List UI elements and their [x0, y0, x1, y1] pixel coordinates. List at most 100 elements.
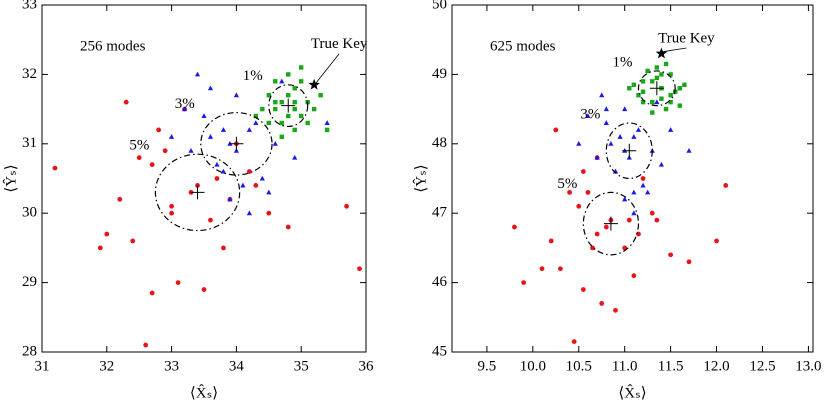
point: [220, 168, 227, 174]
y-axis-label: ⟨Ŷₛ⟩: [2, 164, 19, 192]
confidence-ellipse: [268, 84, 309, 128]
point: [246, 210, 252, 216]
y-tick-label: 33: [22, 0, 37, 12]
point: [292, 86, 297, 91]
point: [594, 231, 600, 237]
point: [668, 252, 674, 258]
y-tick-label: 29: [22, 274, 37, 290]
point: [169, 203, 175, 209]
point: [608, 141, 614, 146]
point: [149, 290, 155, 296]
annotation: 625 modes: [490, 38, 556, 54]
y-tick-label: 45: [432, 343, 447, 359]
point: [162, 148, 168, 154]
point: [285, 224, 291, 230]
x-tick-label: 36: [359, 358, 375, 374]
y-axis-label: ⟨Ŷₛ⟩: [412, 164, 429, 192]
point: [286, 93, 291, 98]
point: [246, 127, 252, 132]
point: [650, 99, 655, 105]
point: [117, 196, 123, 202]
point: [654, 75, 660, 81]
point: [654, 99, 660, 105]
point: [299, 113, 304, 119]
y-tick-label: 30: [22, 205, 37, 221]
point: [659, 72, 664, 77]
point: [324, 120, 330, 125]
point: [659, 96, 664, 101]
point: [292, 127, 297, 133]
point: [357, 266, 362, 272]
point: [677, 86, 683, 91]
confidence-ellipse: [637, 70, 676, 107]
point: [299, 79, 304, 84]
point: [617, 134, 623, 139]
y-tick-label: 50: [432, 0, 447, 12]
point: [567, 189, 572, 195]
x-tick-label: 10.0: [520, 358, 546, 374]
point: [668, 72, 673, 77]
point: [622, 106, 628, 112]
point: [631, 210, 637, 216]
point: [521, 280, 527, 285]
x-tick-label: 11.0: [612, 358, 638, 374]
x-tick-label: 31: [35, 358, 50, 374]
point: [645, 189, 651, 195]
point: [266, 120, 271, 126]
point: [571, 339, 577, 344]
point: [686, 147, 692, 153]
point: [130, 238, 136, 244]
point: [631, 82, 637, 88]
series-label: 5%: [557, 176, 577, 192]
annotation: 256 modes: [80, 38, 146, 54]
point: [344, 203, 349, 209]
x-tick-label: 12.5: [749, 358, 775, 374]
plot-frame: [41, 4, 367, 353]
point: [220, 127, 227, 132]
point: [149, 162, 155, 168]
point: [682, 82, 687, 88]
point: [273, 79, 278, 84]
point: [677, 103, 683, 108]
point: [631, 134, 637, 139]
point: [635, 127, 642, 132]
y-tick-label: 28: [22, 343, 37, 359]
plot-frame: [451, 4, 814, 353]
point: [253, 183, 259, 188]
point: [181, 106, 188, 112]
point: [208, 217, 213, 223]
point: [626, 217, 632, 223]
true-key-star: [655, 47, 668, 59]
true-key-star: [308, 78, 320, 90]
leader-line: [663, 47, 687, 52]
point: [668, 99, 673, 105]
x-tick-label: 11.5: [658, 358, 684, 374]
point: [273, 99, 278, 105]
leader-line: [315, 53, 340, 84]
confidence-ellipse: [154, 153, 241, 232]
point: [668, 93, 673, 98]
point: [580, 169, 586, 174]
x-tick-label: 35: [294, 358, 309, 374]
series-label: 3%: [580, 106, 600, 122]
center-cross: [190, 185, 205, 200]
true-key-label: True Key: [658, 30, 715, 46]
y-tick-label: 32: [22, 66, 37, 82]
point: [207, 134, 214, 139]
point: [631, 273, 637, 279]
center-cross: [649, 81, 664, 96]
point: [658, 161, 665, 167]
point: [650, 79, 655, 84]
point: [590, 245, 595, 251]
point: [636, 231, 641, 237]
x-tick-label: 32: [99, 358, 114, 374]
point: [259, 175, 265, 181]
y-tick-label: 48: [432, 135, 447, 151]
point: [253, 113, 259, 119]
point: [169, 134, 175, 139]
point: [292, 106, 297, 112]
point: [279, 78, 285, 84]
point: [175, 280, 181, 285]
point: [599, 92, 605, 98]
